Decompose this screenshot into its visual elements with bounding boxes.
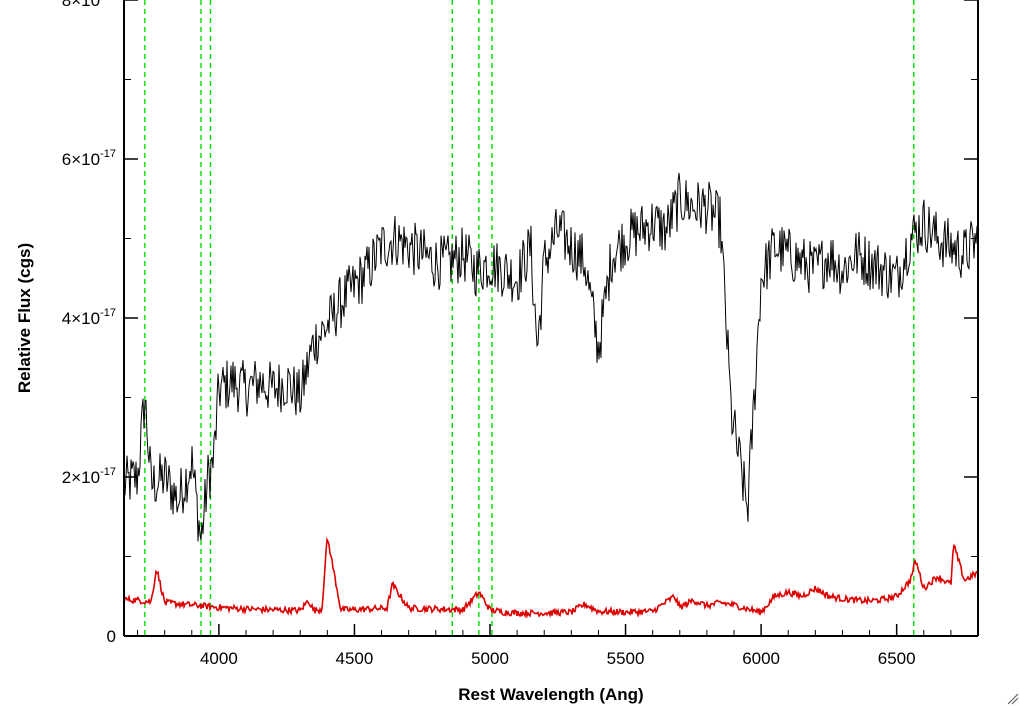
y-axis-title: Relative Flux (cgs) <box>15 243 34 393</box>
resize-grip-icon <box>1007 693 1019 705</box>
x-tick-label-6500: 6500 <box>878 649 916 668</box>
x-tick-label-4500: 4500 <box>336 649 374 668</box>
y-tick-label: 0 <box>107 627 116 646</box>
series-line-spectrum <box>123 172 979 542</box>
x-tick-label-5000: 5000 <box>471 649 509 668</box>
ticks: 4000 4500 5000 5500 6000 650002×10-174×10-176… <box>62 0 979 668</box>
x-tick-label-4000: 4000 <box>200 649 238 668</box>
x-tick-label-6000: 6000 <box>742 649 780 668</box>
reference-lines <box>144 0 915 636</box>
x-axis-title: Rest Wavelength (Ang) <box>458 685 643 704</box>
series-layer <box>123 172 979 620</box>
y-tick-label: 8×10-17 <box>62 0 116 10</box>
series-line-model <box>123 536 979 620</box>
x-tick-label-5500: 5500 <box>607 649 645 668</box>
